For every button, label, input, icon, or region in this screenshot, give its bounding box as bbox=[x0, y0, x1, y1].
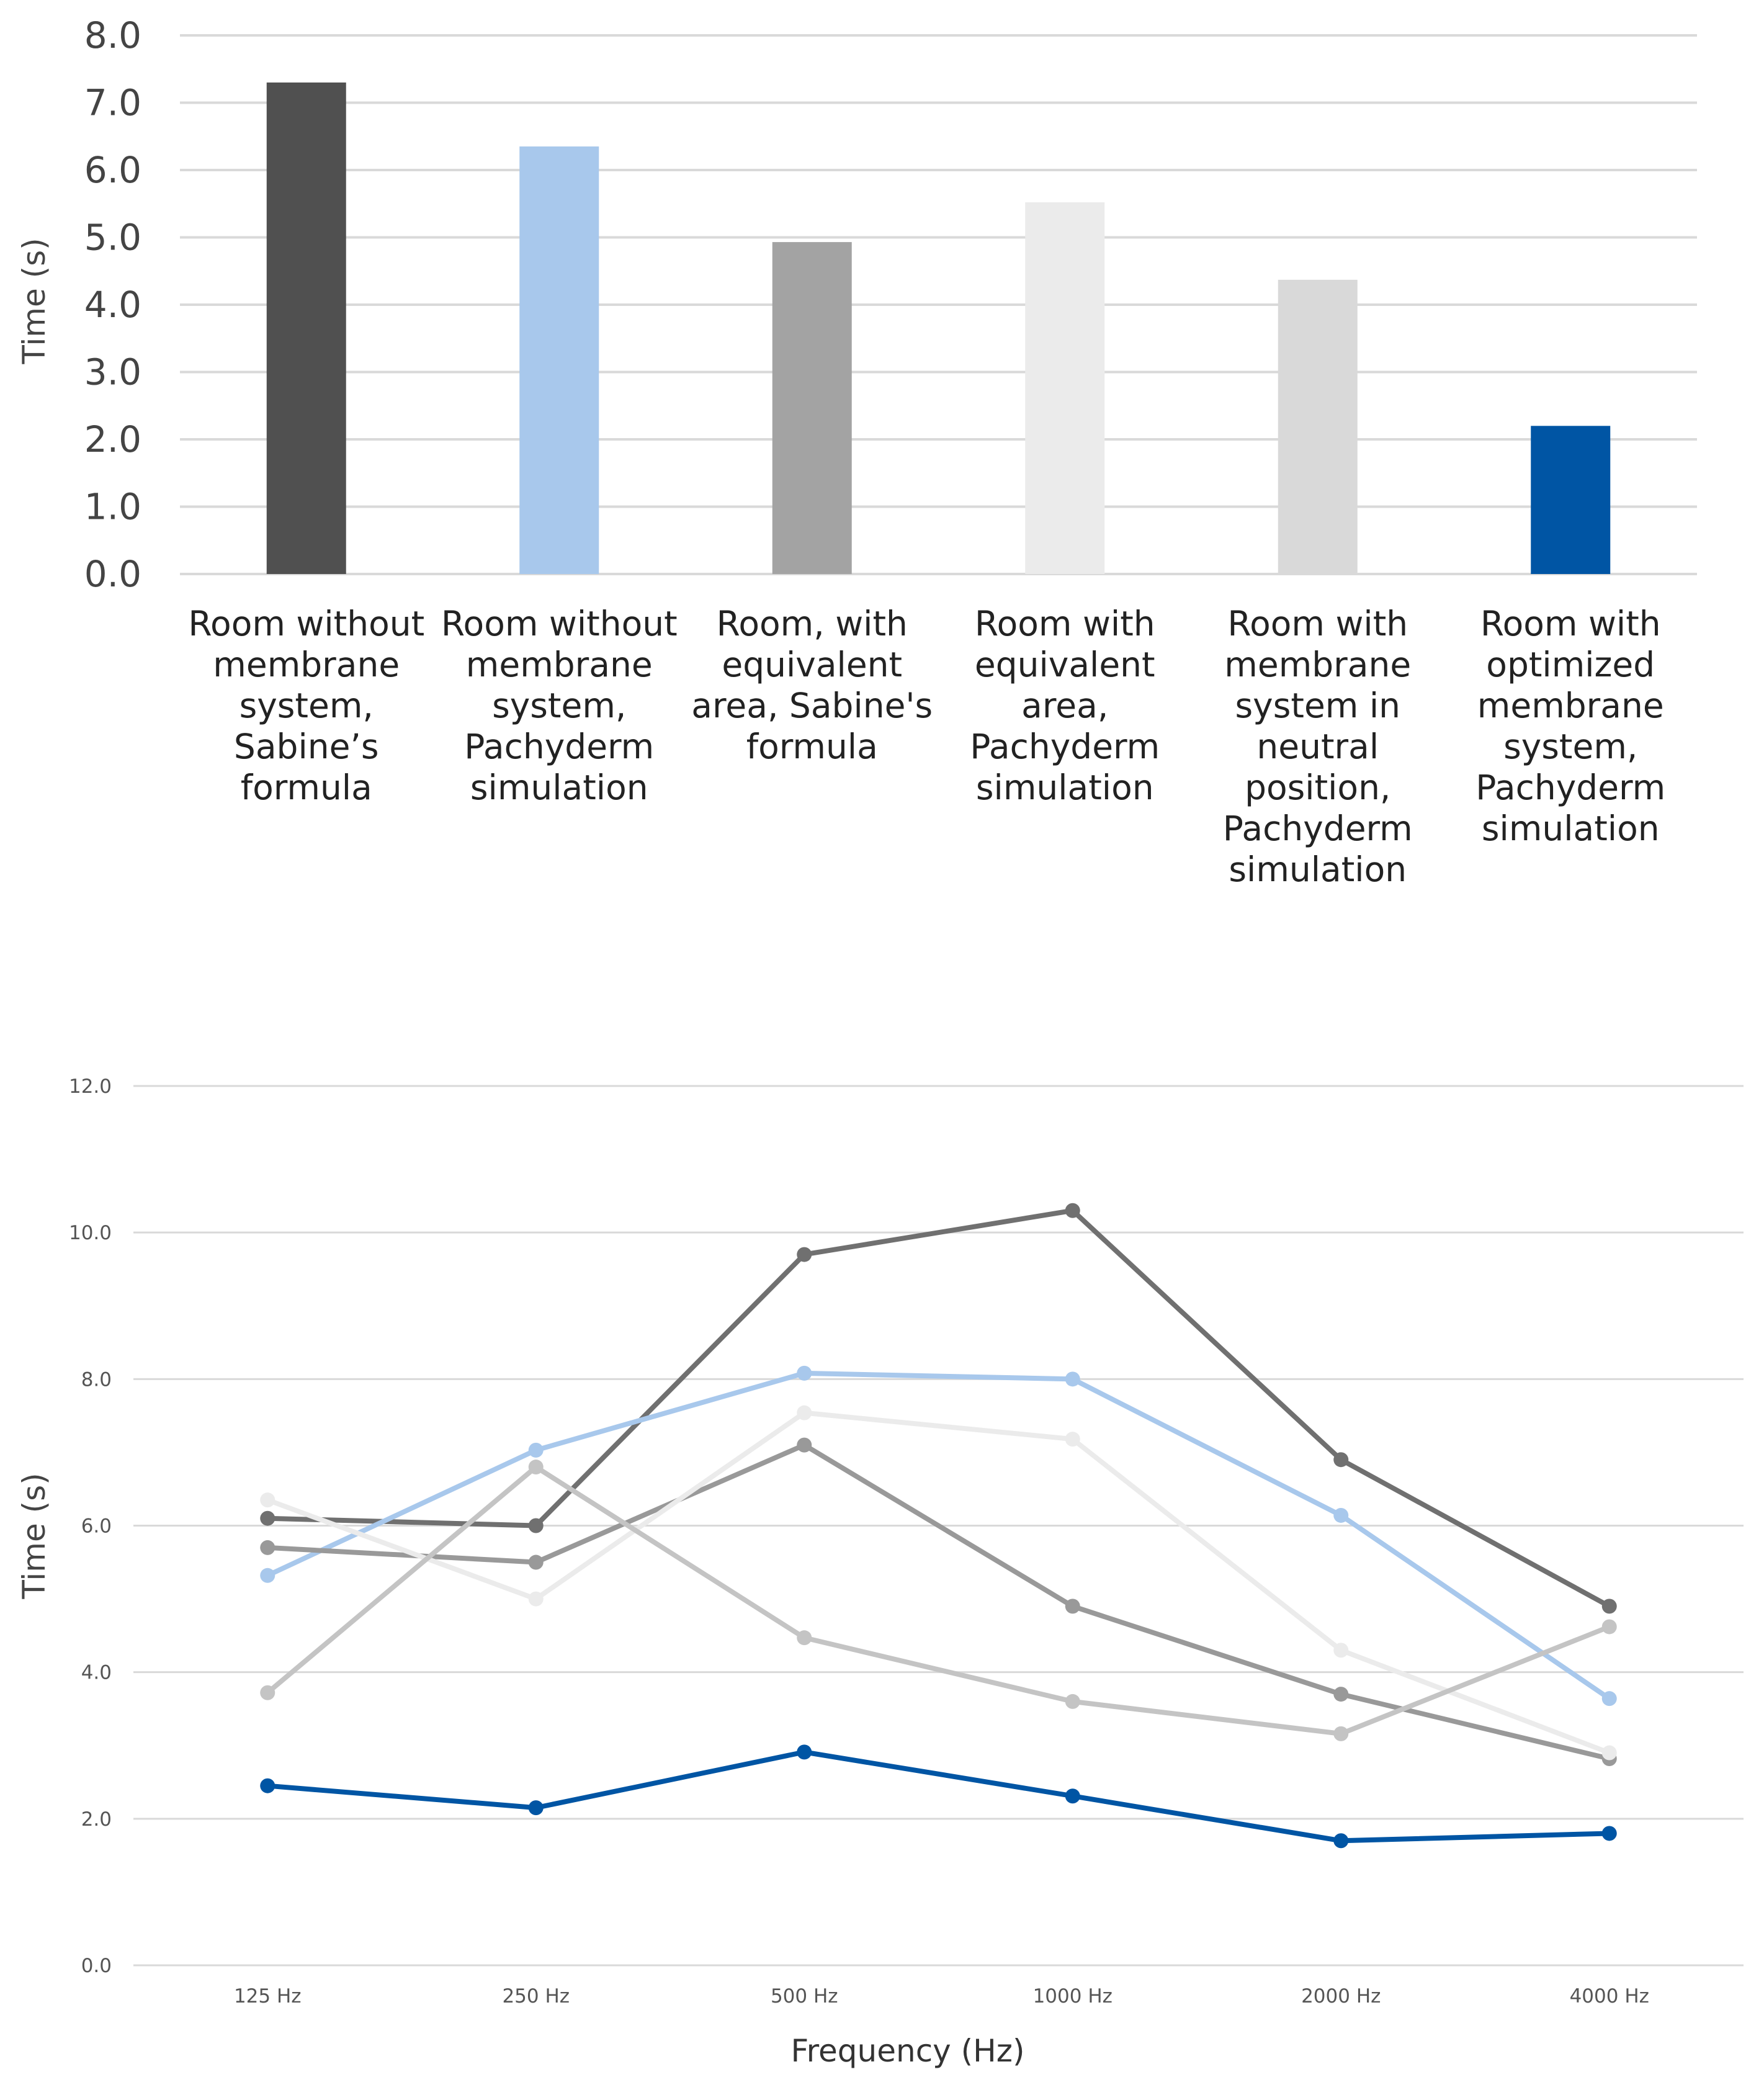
line-series bbox=[260, 1437, 1617, 1767]
line-series bbox=[260, 1203, 1617, 1614]
line-chart-y-tick-label: 2.0 bbox=[81, 1808, 112, 1831]
data-point bbox=[797, 1437, 812, 1453]
series-line bbox=[265, 1465, 1612, 1736]
line-chart-y-tick-label: 0.0 bbox=[81, 1955, 112, 1977]
bar-chart-bars bbox=[266, 82, 1611, 575]
data-point bbox=[260, 1685, 275, 1700]
bar bbox=[1025, 202, 1105, 575]
data-point bbox=[797, 1630, 812, 1646]
bar-category-label: Room with equivalent area, Pachyderm simulat… bbox=[970, 604, 1160, 807]
data-point bbox=[797, 1405, 812, 1420]
data-point bbox=[797, 1247, 812, 1262]
data-point bbox=[1601, 1826, 1617, 1841]
data-point bbox=[528, 1460, 544, 1475]
data-point bbox=[1601, 1691, 1617, 1707]
bar-chart-y-axis-label: Time (s) bbox=[16, 238, 52, 364]
data-point bbox=[1601, 1619, 1617, 1635]
line-chart-x-tick-label: 4000 Hz bbox=[1570, 1985, 1649, 2007]
data-point bbox=[260, 1540, 275, 1555]
data-point bbox=[260, 1778, 275, 1793]
bar-chart-y-tick-label: 1.0 bbox=[84, 486, 141, 528]
bar-category-label: Room with membrane system in neutral positio… bbox=[1223, 604, 1413, 889]
bar-chart-category-labels: Room without membrane system, Sabine’s formu… bbox=[188, 604, 1665, 889]
series-line bbox=[265, 1410, 1612, 1756]
data-point bbox=[1333, 1833, 1349, 1849]
series-line bbox=[265, 1749, 1612, 1844]
line-chart: 0.0 2.0 4.0 6.0 8.0 10.0 12.0 125 Hz 250 Hz 500 … bbox=[16, 1075, 1744, 2069]
data-point bbox=[528, 1518, 544, 1533]
bar-chart-y-tick-label: 6.0 bbox=[84, 149, 141, 191]
data-point bbox=[1065, 1788, 1080, 1804]
line-chart-x-tick-label: 125 Hz bbox=[234, 1985, 302, 2007]
line-series bbox=[260, 1405, 1617, 1761]
bar bbox=[772, 242, 852, 575]
line-chart-series bbox=[260, 1203, 1617, 1849]
series-line bbox=[265, 1208, 1612, 1609]
bar-chart-gridlines bbox=[180, 34, 1697, 575]
line-chart-y-tick-label: 4.0 bbox=[81, 1662, 112, 1684]
line-chart-y-tick-label: 10.0 bbox=[69, 1222, 112, 1244]
bar-chart-y-tick-label: 4.0 bbox=[84, 284, 141, 326]
data-point bbox=[260, 1568, 275, 1583]
data-point bbox=[528, 1591, 544, 1607]
data-point bbox=[1065, 1599, 1080, 1614]
data-point bbox=[1601, 1745, 1617, 1761]
line-chart-x-tick-label: 250 Hz bbox=[502, 1985, 570, 2007]
bar-chart-y-tick-label: 8.0 bbox=[84, 14, 141, 56]
line-chart-y-tick-label: 12.0 bbox=[69, 1075, 112, 1098]
line-chart-x-tick-labels: 125 Hz 250 Hz 500 Hz 1000 Hz 2000 Hz 4000 Hz bbox=[234, 1985, 1649, 2007]
bar bbox=[266, 82, 346, 574]
bar-category-label: Room with optimized membrane system, Pachyde… bbox=[1475, 604, 1665, 848]
bar-chart-y-tick-labels: 0.0 1.0 2.0 3.0 4.0 5.0 6.0 7.0 8.0 bbox=[84, 14, 141, 595]
data-point bbox=[528, 1800, 544, 1816]
bar-category-label: Room without membrane system, Pachyderm simu… bbox=[441, 604, 678, 807]
bar bbox=[1278, 279, 1358, 574]
line-chart-x-tick-label: 500 Hz bbox=[771, 1985, 838, 2007]
series-line bbox=[265, 1370, 1612, 1702]
data-point bbox=[797, 1365, 812, 1381]
line-series bbox=[260, 1744, 1617, 1849]
data-point bbox=[260, 1510, 275, 1526]
data-point bbox=[1333, 1452, 1349, 1468]
series-line bbox=[265, 1442, 1612, 1762]
data-point bbox=[1333, 1687, 1349, 1702]
bar-chart-y-tick-label: 3.0 bbox=[84, 351, 141, 393]
line-series bbox=[260, 1460, 1617, 1741]
line-chart-y-tick-label: 6.0 bbox=[81, 1515, 112, 1538]
data-point bbox=[1065, 1203, 1080, 1218]
data-point bbox=[1601, 1599, 1617, 1614]
bar-chart-y-tick-label: 5.0 bbox=[84, 217, 141, 259]
bar bbox=[1531, 426, 1611, 574]
data-point bbox=[1333, 1643, 1349, 1658]
data-point bbox=[528, 1554, 544, 1570]
line-series bbox=[260, 1365, 1617, 1707]
line-chart-x-tick-label: 2000 Hz bbox=[1301, 1985, 1381, 2007]
bar-category-label: Room, with equivalent area, Sabine's formul… bbox=[691, 604, 933, 766]
bar bbox=[519, 146, 599, 574]
bar-chart-y-tick-label: 0.0 bbox=[84, 553, 141, 595]
data-point bbox=[1065, 1693, 1080, 1709]
data-point bbox=[1065, 1432, 1080, 1447]
bar-chart: 0.0 1.0 2.0 3.0 4.0 5.0 6.0 7.0 8.0 Room without… bbox=[16, 14, 1697, 889]
data-point bbox=[260, 1492, 275, 1508]
line-chart-y-tick-label: 8.0 bbox=[81, 1368, 112, 1391]
bar-chart-y-tick-label: 7.0 bbox=[84, 82, 141, 124]
data-point bbox=[1065, 1371, 1080, 1387]
bar-chart-y-tick-label: 2.0 bbox=[84, 418, 141, 460]
data-point bbox=[1333, 1507, 1349, 1523]
line-chart-x-axis-label: Frequency (Hz) bbox=[790, 2033, 1024, 2069]
data-point bbox=[1333, 1726, 1349, 1741]
bar-category-label: Room without membrane system, Sabine’s formu… bbox=[188, 604, 424, 807]
line-chart-y-axis-label: Time (s) bbox=[16, 1473, 52, 1599]
data-point bbox=[797, 1744, 812, 1760]
line-chart-y-tick-labels: 0.0 2.0 4.0 6.0 8.0 10.0 12.0 bbox=[69, 1075, 112, 1977]
data-point bbox=[528, 1442, 544, 1458]
line-chart-x-tick-label: 1000 Hz bbox=[1033, 1985, 1113, 2007]
